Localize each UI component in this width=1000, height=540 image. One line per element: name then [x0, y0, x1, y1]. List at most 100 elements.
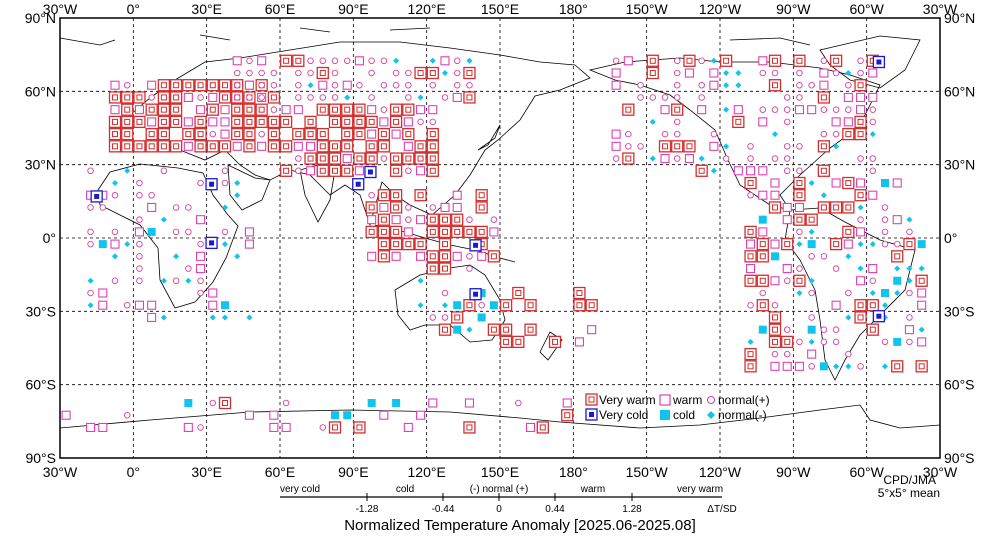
- top-longitude-label: 180°: [559, 1, 588, 17]
- very-warm-inner: [185, 131, 192, 138]
- normal-plus-marker: [319, 424, 327, 431]
- very-warm-inner: [356, 118, 363, 125]
- normal-plus-marker: [881, 240, 889, 248]
- normal-plus-marker: [453, 81, 461, 89]
- very-warm-inner: [894, 363, 901, 370]
- normal-minus-marker: [808, 228, 815, 235]
- normal-plus-marker: [747, 155, 754, 162]
- normal-plus-marker: [453, 69, 461, 77]
- very-warm-inner: [869, 302, 876, 309]
- very-warm-inner: [124, 94, 131, 101]
- very-warm-inner: [552, 338, 558, 345]
- left-latitude-label: 30°S: [25, 303, 56, 319]
- very-warm-inner: [136, 143, 143, 150]
- normal-plus-marker: [87, 240, 94, 248]
- very-warm-inner: [674, 106, 681, 113]
- normal-minus-marker: [417, 277, 424, 284]
- warm-marker: [134, 227, 144, 237]
- very-warm-inner: [662, 143, 668, 150]
- very-cold-inner: [473, 242, 479, 248]
- scale-category-very-warm: very warm: [677, 484, 723, 495]
- normal-plus-marker: [87, 228, 94, 236]
- very-warm-inner: [380, 241, 387, 248]
- very-warm-inner: [429, 167, 436, 174]
- very-warm-inner: [173, 94, 180, 101]
- very-warm-inner: [796, 192, 803, 199]
- normal-plus-marker: [307, 69, 314, 77]
- warm-marker: [134, 300, 144, 310]
- very-warm-inner: [148, 106, 155, 113]
- normal-plus-marker: [319, 94, 327, 101]
- normal-minus-marker: [808, 338, 815, 345]
- very-cold-inner: [355, 181, 361, 187]
- very-warm-inner: [649, 70, 656, 76]
- warm-marker: [709, 141, 719, 151]
- warm-marker: [416, 410, 426, 420]
- normal-plus-marker: [747, 191, 754, 199]
- warm-marker: [244, 410, 254, 420]
- warm-marker: [807, 105, 817, 115]
- very-warm-inner: [173, 143, 180, 150]
- warm-marker: [183, 92, 193, 102]
- normal-plus-marker: [331, 94, 339, 101]
- very-warm-inner: [380, 143, 387, 150]
- very-warm-inner: [906, 241, 913, 248]
- scale-category-very-cold: very cold: [280, 484, 320, 495]
- warm-marker: [98, 422, 108, 432]
- scale-unit: ΔT/SD: [707, 504, 736, 515]
- normal-minus-marker: [869, 241, 876, 248]
- normal-minus-marker: [882, 363, 888, 370]
- normal-plus-marker: [845, 289, 852, 297]
- normal-minus-marker: [894, 265, 901, 272]
- normal-plus-marker: [490, 216, 498, 223]
- legend-warm-marker: [659, 394, 671, 406]
- normal-plus-marker: [246, 94, 253, 101]
- normal-plus-marker: [771, 350, 779, 358]
- warm-marker: [917, 300, 927, 310]
- warm-marker: [367, 215, 377, 225]
- normal-minus-marker: [222, 204, 228, 211]
- very-warm-inner: [857, 192, 864, 199]
- warm-marker: [196, 264, 206, 274]
- very-warm-inner: [344, 143, 351, 150]
- very-warm-inner: [429, 216, 436, 223]
- very-warm-inner: [845, 180, 852, 186]
- cold-marker: [881, 289, 889, 297]
- normal-plus-marker: [466, 216, 473, 223]
- normal-plus-marker: [796, 81, 803, 89]
- very-warm-inner: [197, 118, 204, 125]
- very-warm-inner: [173, 106, 180, 113]
- normal-minus-marker: [869, 290, 876, 296]
- left-latitude-label: 60°N: [25, 83, 56, 99]
- very-warm-inner: [796, 277, 803, 284]
- warm-marker: [293, 141, 303, 151]
- normal-plus-marker: [331, 81, 339, 89]
- normal-plus-marker: [783, 350, 791, 358]
- bottom-longitude-label: 90°W: [776, 464, 811, 480]
- warm-marker: [147, 312, 157, 322]
- warm-marker: [831, 178, 841, 188]
- warm-marker: [746, 166, 756, 176]
- top-longitude-label: 30°W: [923, 1, 958, 17]
- normal-plus-marker: [123, 81, 131, 89]
- very-warm-inner: [124, 131, 131, 138]
- normal-plus-marker: [87, 289, 94, 297]
- normal-plus-marker: [392, 69, 400, 77]
- cold-marker: [893, 276, 902, 285]
- normal-plus-marker: [405, 94, 412, 101]
- very-warm-inner: [344, 167, 351, 174]
- very-cold-inner: [209, 181, 215, 187]
- very-warm-inner: [319, 131, 326, 138]
- very-warm-inner: [784, 338, 791, 345]
- very-warm-inner: [723, 57, 730, 64]
- very-warm-inner: [417, 155, 424, 162]
- very-warm-inner: [368, 228, 375, 235]
- very-warm-inner: [466, 228, 473, 235]
- very-warm-inner: [112, 118, 118, 125]
- normal-plus-marker: [441, 94, 449, 101]
- normal-plus-marker: [368, 57, 375, 65]
- warm-marker: [782, 202, 792, 212]
- normal-minus-marker: [466, 326, 473, 333]
- normal-plus-marker: [637, 143, 644, 150]
- warm-marker: [477, 251, 487, 261]
